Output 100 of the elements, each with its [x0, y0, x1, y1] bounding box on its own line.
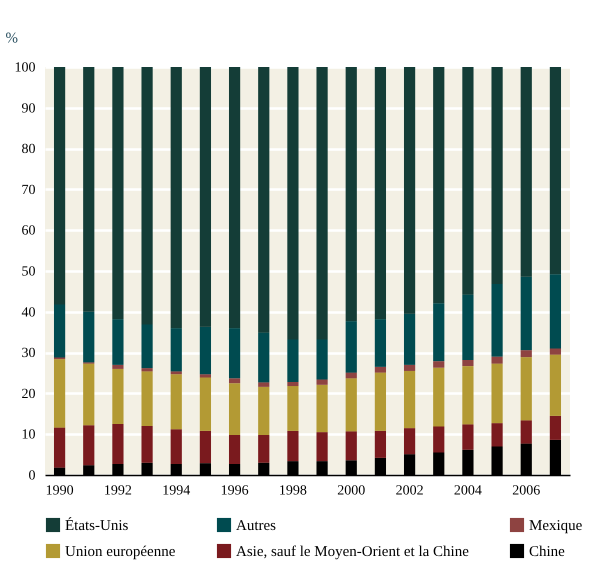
y-tick-label: 20	[22, 386, 36, 402]
bar	[374, 430, 386, 458]
x-tick-label: 2000	[337, 484, 366, 498]
y-tick-label: 80	[22, 142, 36, 158]
legend-label: Asie, sauf le Moyen-Orient et la Chine	[236, 544, 470, 560]
bar	[374, 372, 386, 431]
bar	[374, 319, 386, 367]
bar	[404, 370, 416, 428]
bar	[112, 364, 124, 369]
bar	[433, 361, 444, 368]
bar	[54, 428, 66, 468]
legend-label: Chine	[529, 544, 566, 560]
bar	[258, 382, 270, 387]
bar	[287, 430, 299, 462]
bar	[141, 324, 153, 368]
bar	[374, 366, 386, 373]
bar	[54, 304, 66, 358]
bar	[112, 67, 124, 320]
bar	[491, 284, 503, 357]
bar	[287, 382, 299, 386]
bar	[141, 67, 153, 324]
bar	[200, 430, 212, 464]
bar	[170, 328, 182, 372]
x-tick-label: 1994	[162, 484, 190, 498]
x-tick-label: 2006	[512, 484, 540, 498]
bar	[316, 67, 328, 340]
bar	[550, 354, 562, 416]
bar	[287, 67, 299, 340]
y-tick-label: 30	[22, 346, 36, 362]
bar	[520, 420, 532, 444]
legend-label: Autres	[236, 518, 276, 534]
bar	[491, 364, 503, 424]
y-tick-label: 40	[22, 305, 36, 320]
bar	[170, 67, 182, 328]
bar	[228, 378, 240, 384]
y-tick-label: 50	[22, 264, 36, 280]
bar	[287, 386, 299, 431]
bar	[520, 350, 532, 358]
x-tick-label: 2004	[454, 484, 482, 498]
bar	[433, 426, 444, 453]
bar	[54, 67, 66, 304]
bar	[228, 67, 240, 328]
bar	[200, 326, 212, 374]
bar	[141, 368, 153, 372]
bar	[433, 303, 444, 362]
bar	[170, 371, 182, 374]
bar	[520, 67, 532, 277]
bar	[433, 368, 444, 426]
y-tick-label: 70	[22, 182, 36, 198]
x-tick-label: 1990	[46, 484, 74, 498]
bar	[228, 383, 240, 436]
x-tick-label: 1992	[104, 484, 132, 498]
bar	[433, 67, 444, 304]
bar	[520, 357, 532, 420]
bar	[170, 374, 182, 430]
bar	[491, 423, 503, 446]
bar	[462, 67, 474, 295]
bar	[346, 321, 357, 373]
bar	[491, 67, 503, 284]
bar	[258, 435, 270, 463]
y-tick-label: 90	[22, 101, 36, 116]
bar	[316, 432, 328, 462]
bar	[83, 425, 94, 466]
bar	[83, 364, 94, 426]
bar	[404, 364, 416, 371]
y-axis-title: %	[6, 30, 18, 46]
bar	[141, 426, 153, 463]
bar	[228, 435, 240, 464]
bar	[346, 378, 357, 432]
bar	[170, 429, 182, 464]
bar	[404, 314, 416, 365]
bar	[550, 67, 562, 274]
legend-label: Mexique	[529, 518, 583, 534]
bar	[287, 340, 299, 382]
bar	[404, 67, 416, 314]
bar	[462, 294, 474, 360]
x-tick-label: 1998	[278, 484, 307, 498]
y-tick-label: 100	[14, 60, 36, 76]
legend-label: Union européenne	[65, 544, 176, 560]
bar	[346, 372, 357, 378]
bar	[316, 384, 328, 432]
bar	[258, 67, 270, 333]
bar	[520, 276, 532, 350]
bar	[550, 274, 562, 349]
bar	[83, 312, 94, 362]
bar	[491, 356, 503, 364]
bar	[462, 366, 474, 424]
bar	[346, 67, 357, 322]
bar	[258, 386, 270, 436]
y-tick-label: 0	[28, 468, 36, 484]
bar	[200, 374, 212, 378]
x-tick-label: 1996	[220, 484, 249, 498]
legend-label: États-Unis	[65, 517, 128, 534]
bar	[200, 67, 212, 327]
bar	[112, 424, 124, 464]
bar	[550, 348, 562, 355]
bar	[141, 371, 153, 426]
bar	[112, 319, 124, 365]
bar	[462, 360, 474, 366]
bar	[228, 328, 240, 378]
